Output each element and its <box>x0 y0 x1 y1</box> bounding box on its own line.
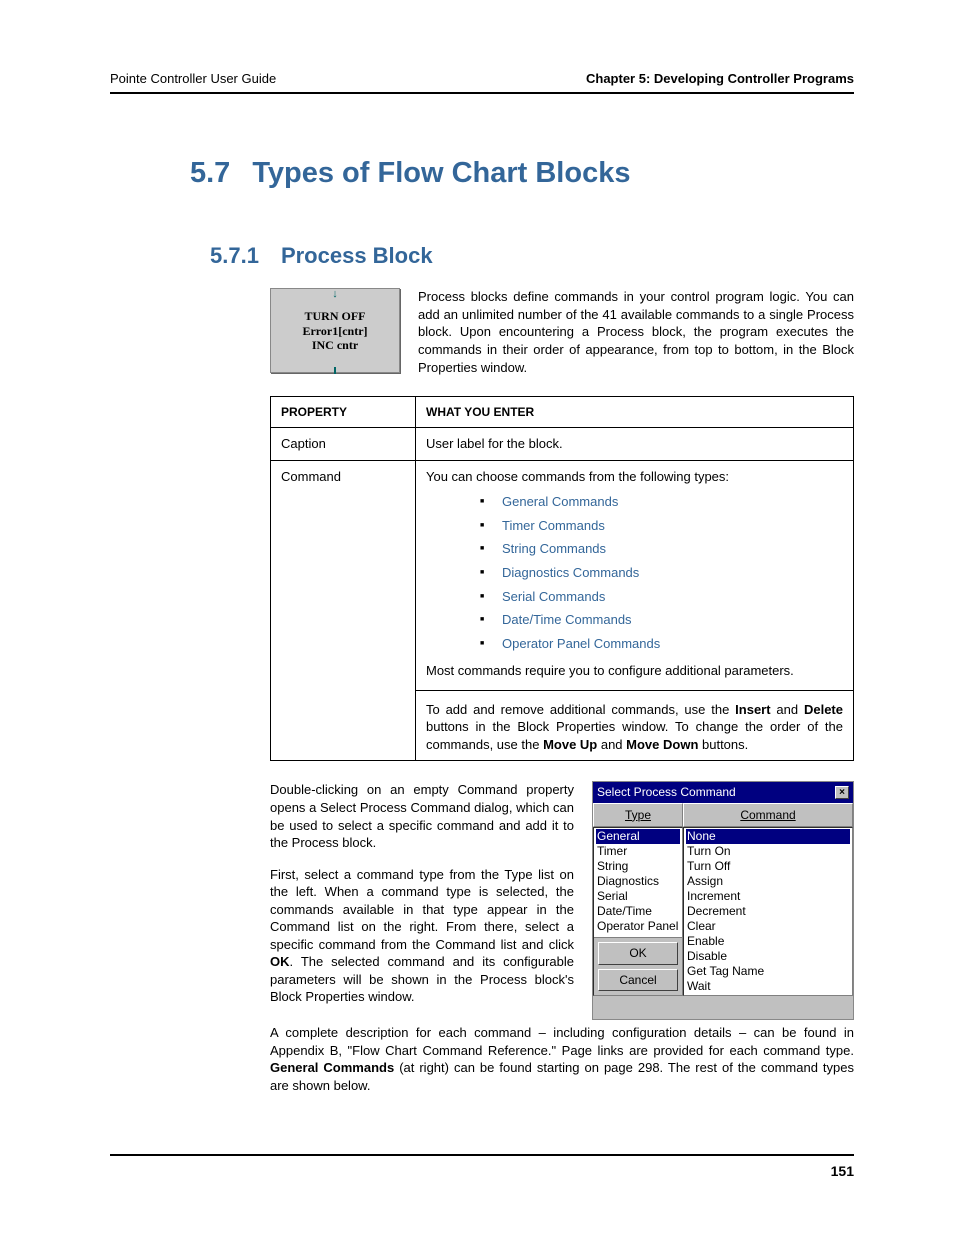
delete-label: Delete <box>804 702 843 717</box>
header-left: Pointe Controller User Guide <box>110 70 276 88</box>
cell-command: Command <box>271 460 416 761</box>
command-item[interactable]: Decrement <box>686 904 850 919</box>
command-item[interactable]: Turn On <box>686 844 850 859</box>
list-item: Date/Time Commands <box>480 611 843 629</box>
ok-label: OK <box>270 954 290 969</box>
command-types-list: General Commands Timer Commands String C… <box>480 493 843 652</box>
command-item[interactable]: Assign <box>686 874 850 889</box>
cmd-link[interactable]: Date/Time Commands <box>502 612 632 627</box>
table-header-row: PROPERTY WHAT YOU ENTER <box>271 397 854 428</box>
command-header: Command <box>683 803 853 827</box>
command-item[interactable]: Enable <box>686 934 850 949</box>
arrow-out-icon <box>334 367 336 374</box>
list-item: Operator Panel Commands <box>480 635 843 653</box>
table-row: Caption User label for the block. <box>271 428 854 461</box>
command-item[interactable]: Disable <box>686 949 850 964</box>
process-block-figure: ↓ TURN OFF Error1[cntr] INC cntr <box>270 288 400 373</box>
properties-table: PROPERTY WHAT YOU ENTER Caption User lab… <box>270 396 854 761</box>
cmd-instructions: To add and remove additional commands, u… <box>426 701 843 754</box>
dialog-title-text: Select Process Command <box>597 784 736 800</box>
h1-number: 5.7 <box>190 154 230 193</box>
close-icon[interactable]: × <box>835 786 849 799</box>
type-item[interactable]: General <box>596 829 680 844</box>
type-item[interactable]: Timer <box>596 844 680 859</box>
h2-title: Process Block <box>281 241 433 271</box>
cancel-button[interactable]: Cancel <box>598 969 678 991</box>
cmd-link[interactable]: Diagnostics Commands <box>502 565 639 580</box>
general-commands-label: General Commands <box>270 1060 394 1075</box>
command-list[interactable]: None Turn On Turn Off Assign Increment D… <box>683 827 853 996</box>
cell-divider <box>416 690 853 691</box>
th-what: WHAT YOU ENTER <box>416 397 854 428</box>
heading-1: 5.7 Types of Flow Chart Blocks <box>190 154 854 193</box>
cmd-link[interactable]: General Commands <box>502 494 618 509</box>
ok-button[interactable]: OK <box>598 942 678 964</box>
type-item[interactable]: Operator Panel <box>596 919 680 934</box>
figure-line1: TURN OFF <box>305 309 366 323</box>
h2-number: 5.7.1 <box>210 241 259 271</box>
insert-label: Insert <box>735 702 770 717</box>
type-column: General Timer String Diagnostics Serial … <box>593 827 683 996</box>
dialog-description-row: Double-clicking on an empty Command prop… <box>270 781 854 1020</box>
wrap-p3: A complete description for each command … <box>270 1024 854 1094</box>
command-item[interactable]: Get Tag Name <box>686 964 850 979</box>
list-item: Timer Commands <box>480 517 843 535</box>
type-item[interactable]: Date/Time <box>596 904 680 919</box>
movedown-label: Move Down <box>626 737 698 752</box>
figure-line3: INC cntr <box>312 338 358 352</box>
type-list[interactable]: General Timer String Diagnostics Serial … <box>594 828 682 938</box>
page-header: Pointe Controller User Guide Chapter 5: … <box>110 70 854 94</box>
cmd-link[interactable]: Timer Commands <box>502 518 605 533</box>
command-item[interactable]: Clear <box>686 919 850 934</box>
wrap-p1: Double-clicking on an empty Command prop… <box>270 781 574 851</box>
page-footer: 151 <box>110 1154 854 1181</box>
dialog-titlebar: Select Process Command × <box>593 782 853 802</box>
h1-title: Types of Flow Chart Blocks <box>252 154 630 193</box>
type-item[interactable]: Serial <box>596 889 680 904</box>
arrow-in-icon: ↓ <box>332 287 338 302</box>
list-item: Diagnostics Commands <box>480 564 843 582</box>
header-right: Chapter 5: Developing Controller Program… <box>586 70 854 88</box>
wrap-p2: First, select a command type from the Ty… <box>270 866 574 1006</box>
cmd-link[interactable]: Serial Commands <box>502 589 605 604</box>
list-item: General Commands <box>480 493 843 511</box>
cmd-lead: You can choose commands from the followi… <box>426 469 729 484</box>
intro-paragraph: Process blocks define commands in your c… <box>418 288 854 376</box>
th-property: PROPERTY <box>271 397 416 428</box>
type-item[interactable]: String <box>596 859 680 874</box>
page-number: 151 <box>831 1163 854 1179</box>
cmd-after: Most commands require you to configure a… <box>426 662 843 680</box>
type-item[interactable]: Diagnostics <box>596 874 680 889</box>
dialog-description-text: Double-clicking on an empty Command prop… <box>270 781 574 1020</box>
command-item[interactable]: None <box>686 829 850 844</box>
dialog-body: General Timer String Diagnostics Serial … <box>593 827 853 996</box>
dialog-column-headers: Type Command <box>593 803 853 827</box>
figure-line2: Error1[cntr] <box>302 324 367 338</box>
moveup-label: Move Up <box>543 737 597 752</box>
list-item: String Commands <box>480 540 843 558</box>
list-item: Serial Commands <box>480 588 843 606</box>
command-item[interactable]: Wait <box>686 979 850 994</box>
command-item[interactable]: Increment <box>686 889 850 904</box>
select-command-dialog: Select Process Command × Type Command Ge… <box>592 781 854 1020</box>
type-header: Type <box>593 803 683 827</box>
cell-caption: Caption <box>271 428 416 461</box>
cmd-link[interactable]: String Commands <box>502 541 606 556</box>
intro-block: ↓ TURN OFF Error1[cntr] INC cntr Process… <box>270 288 854 376</box>
cmd-link[interactable]: Operator Panel Commands <box>502 636 660 651</box>
cell-caption-desc: User label for the block. <box>416 428 854 461</box>
cell-command-desc: You can choose commands from the followi… <box>416 460 854 761</box>
table-row: Command You can choose commands from the… <box>271 460 854 761</box>
dialog-buttons: OK Cancel <box>594 937 682 994</box>
command-item[interactable]: Turn Off <box>686 859 850 874</box>
heading-2: 5.7.1 Process Block <box>210 241 854 271</box>
